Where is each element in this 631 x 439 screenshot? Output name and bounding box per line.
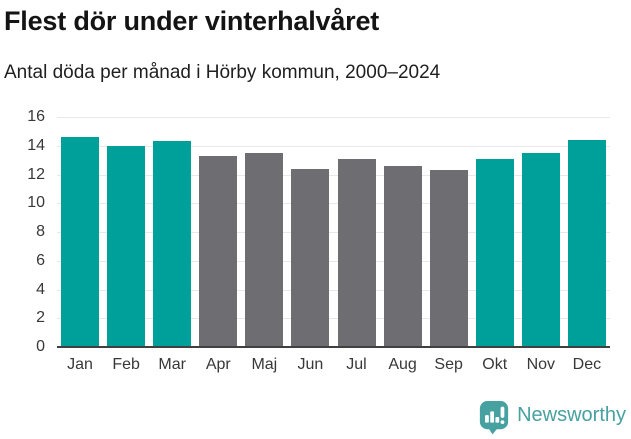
gridline — [57, 318, 610, 320]
bar-slot — [57, 117, 103, 347]
gridline — [57, 203, 610, 205]
bar-slot — [195, 117, 241, 347]
y-tick-label: 10 — [27, 194, 45, 212]
bar-aug — [383, 165, 422, 347]
bar-slot — [287, 117, 333, 347]
bar-slot — [380, 117, 426, 347]
bar-slot — [564, 117, 610, 347]
bar-slot — [426, 117, 472, 347]
x-tick-label: Nov — [526, 356, 556, 373]
y-tick-label: 14 — [27, 136, 45, 154]
bar-slot — [149, 117, 195, 347]
x-tick-label: Maj — [251, 356, 278, 373]
y-tick-label: 4 — [36, 280, 45, 298]
y-tick-label: 2 — [36, 309, 45, 327]
gridline — [57, 117, 610, 118]
gridline — [57, 260, 610, 262]
brand-footer: Newsworthy — [478, 399, 626, 435]
bar-maj — [245, 152, 284, 347]
x-tick-label: Aug — [388, 356, 417, 373]
bar-jul — [337, 158, 376, 347]
bar-nov — [521, 152, 560, 347]
x-tick-label: Jun — [297, 356, 324, 373]
y-tick-label: 8 — [36, 223, 45, 240]
bar-sep — [429, 170, 468, 347]
y-tick-label: 12 — [27, 165, 45, 183]
x-tick-label: Okt — [482, 356, 508, 373]
gridline — [57, 145, 610, 147]
y-tick-label: 6 — [36, 251, 45, 269]
bar-slot — [333, 117, 379, 347]
brand-name: Newsworthy — [517, 403, 626, 426]
x-tick-label: Dec — [572, 356, 602, 373]
bar-jan — [61, 137, 100, 347]
x-tick-label: Sep — [434, 356, 463, 373]
plot-area — [57, 117, 610, 348]
bar-series — [57, 117, 610, 347]
x-tick-label: Apr — [205, 356, 231, 373]
y-tick-label: 16 — [27, 108, 45, 125]
bar-slot — [472, 117, 518, 347]
gridline — [57, 232, 610, 233]
x-tick-label: Mar — [158, 356, 186, 373]
chart-title: Flest dör under vinterhalvåret — [4, 6, 380, 36]
x-tick-label: Jan — [67, 356, 93, 373]
newsworthy-logo-icon — [479, 401, 509, 435]
x-axis-line — [57, 346, 610, 348]
bar-jun — [291, 168, 330, 347]
gridline — [57, 289, 610, 291]
bar-okt — [475, 158, 514, 347]
bar-mar — [153, 141, 192, 347]
x-tick-label: Feb — [112, 356, 140, 373]
chart-subtitle: Antal döda per månad i Hörby kommun, 200… — [4, 62, 441, 83]
x-axis-labels: Jan Feb Mar Apr Maj Jun Jul Aug Sep Okt Nov Dec — [57, 356, 610, 374]
y-axis-labels: 0 2 4 6 8 10 12 14 16 — [0, 108, 45, 355]
bar-slot — [241, 117, 287, 347]
gridline — [57, 174, 610, 176]
y-tick-label: 0 — [36, 338, 45, 355]
bar-apr — [199, 155, 238, 347]
bar-slot — [103, 117, 149, 347]
bar-dec — [567, 140, 606, 347]
bar-slot — [518, 117, 564, 347]
x-tick-label: Jul — [346, 356, 367, 373]
bar-feb — [107, 145, 146, 347]
